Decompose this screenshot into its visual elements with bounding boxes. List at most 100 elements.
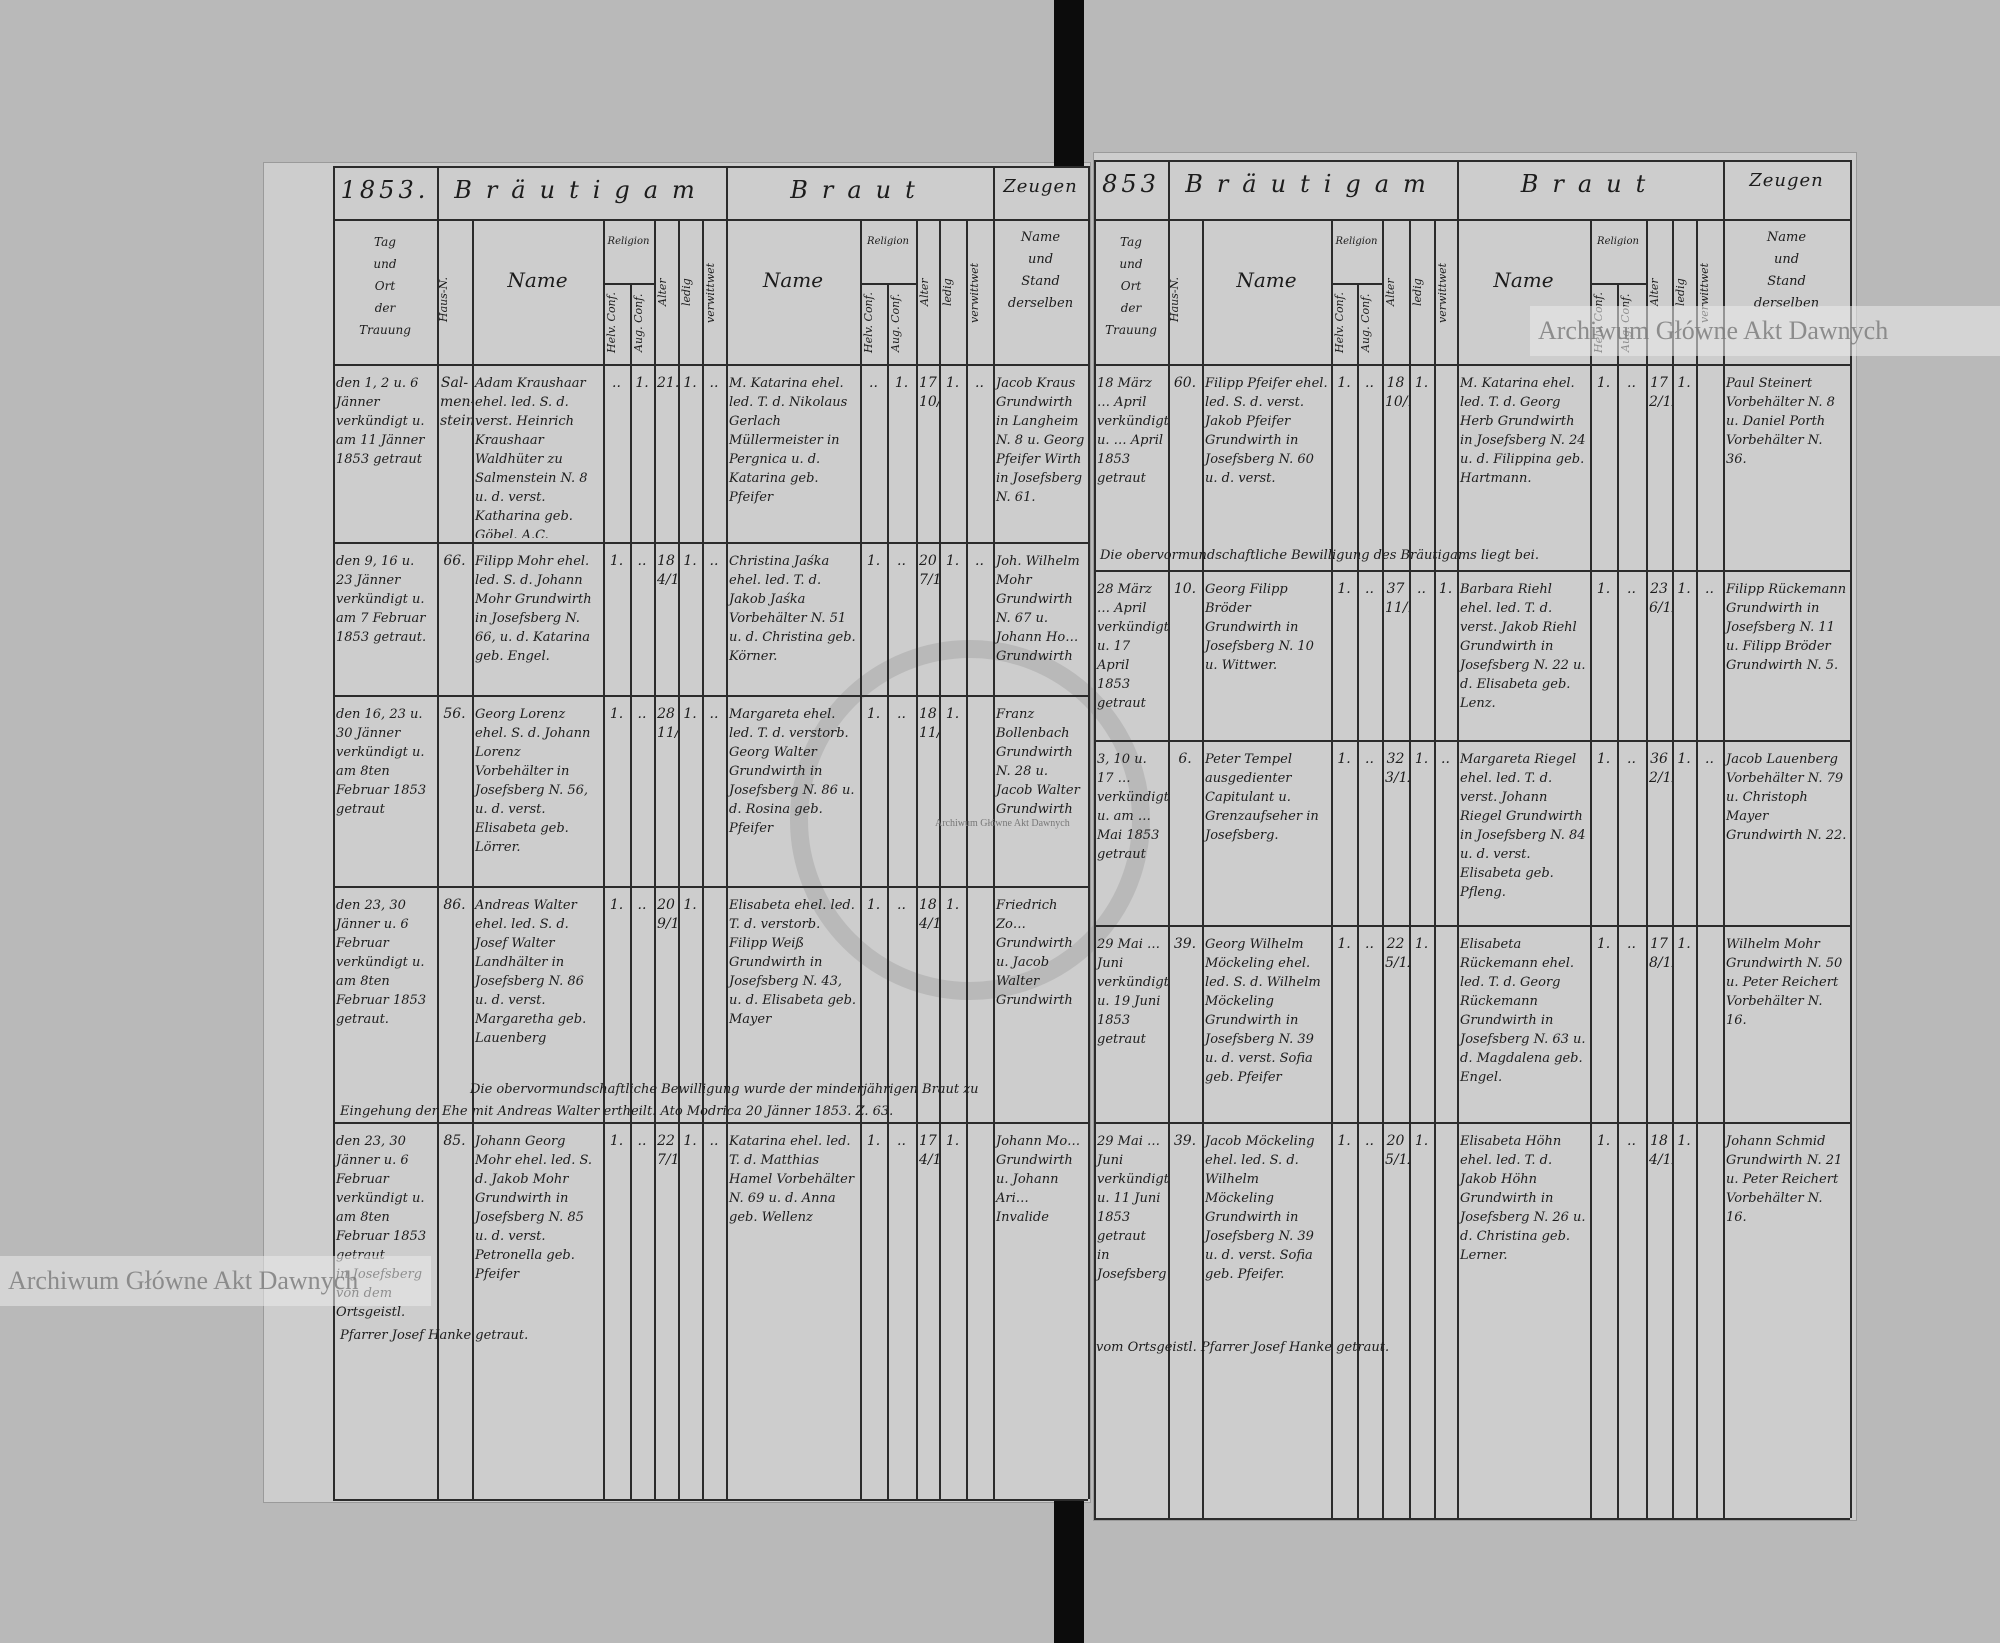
entry-witnesses: Johann Mo… Grundwirth u. Johann Ari… Inv… [996, 1134, 1081, 1225]
entry-date: 18 März … April verkündigt u. … April 18… [1097, 376, 1168, 486]
marginal-note: Pfarrer Josef Hanke getraut. [340, 1328, 529, 1343]
entry-house: 56. [443, 706, 466, 722]
entry-g-age: 28 11/12 [657, 706, 678, 741]
entry-g-augs: .. [1365, 936, 1374, 952]
entry-house: 39. [1173, 936, 1197, 952]
entry-b-augs: .. [1627, 1133, 1636, 1149]
entry-b-age: 18 4/12 [919, 897, 939, 932]
entry-g-augs: .. [1365, 375, 1374, 391]
entry-g-single: 1. [1414, 751, 1429, 767]
column-rule [1723, 160, 1725, 1518]
column-rule [1088, 166, 1090, 1499]
entry-b-augs: .. [1627, 375, 1636, 391]
entry-b-widowed [1696, 372, 1723, 566]
column-rule [1357, 283, 1359, 1518]
entry-g-name: Jacob Möckeling ehel. led. S. d. Wilhelm… [1205, 1134, 1315, 1282]
column-rule [1202, 219, 1204, 1518]
entry-g-name: Peter Tempel ausgedienter Capitulant u. … [1205, 752, 1319, 843]
marginal-note: Die obervormundschaftliche Bewilligung d… [1100, 548, 1539, 563]
entry-date: 29 Mai … Juni verkündigt u. 19 Juni 1853… [1097, 937, 1168, 1047]
entry-g-single: 1. [1414, 375, 1429, 391]
entry-house: 85. [443, 1133, 466, 1149]
entry-g-age: 22 7/12 [657, 1133, 678, 1168]
watermark-center: Archiwum Główne Akt Dawnych [935, 818, 1070, 829]
witnesses-heading: Zeugen [1003, 176, 1078, 197]
entry-house: Sal- men- stein [440, 375, 472, 429]
bride-heading: Braut [1520, 170, 1660, 198]
column-rule [726, 166, 728, 1499]
column-rule [1617, 283, 1619, 1518]
entry-g-augs: .. [637, 706, 647, 722]
entry-g-name: Georg Filipp Bröder Grundwirth in Josefs… [1205, 582, 1314, 673]
entry-date: den 16, 23 u. 30 Jänner verkündigt u. am… [336, 707, 427, 817]
column-rule [1331, 219, 1333, 1518]
table-rule [1094, 570, 1850, 572]
entry-b-name: Margareta ehel. led. T. d. verstorb. Geo… [729, 707, 855, 836]
witness-name-header: Name und Stand derselben [1007, 230, 1074, 311]
year-heading: 853 [1102, 170, 1160, 198]
age-header: Alter [656, 278, 669, 307]
entry-g-name: Andreas Walter ehel. led. S. d. Josef Wa… [475, 898, 587, 1046]
right-page [1094, 153, 1856, 1520]
column-rule [654, 219, 656, 1499]
entry-b-name: Elisabeta Rückemann ehel. led. T. d. Geo… [1460, 937, 1586, 1085]
table-rule [333, 695, 1088, 697]
marginal-note: vom Ortsgeistl. Pfarrer Josef Hanke getr… [1096, 1340, 1390, 1355]
column-rule [1457, 160, 1459, 1518]
entry-g-kath: 1. [1337, 1133, 1351, 1149]
entry-g-age: 22 5/12 [1385, 936, 1409, 971]
table-rule [333, 219, 1088, 221]
binding-bottom [1054, 1500, 1084, 1643]
entry-b-kath: 1. [1596, 751, 1611, 767]
entry-g-age: 37 11/12 [1385, 581, 1409, 616]
entry-b-augs: .. [1627, 751, 1636, 767]
entry-g-widowed: .. [709, 1133, 719, 1149]
entry-date: den 23, 30 Jänner u. 6 Februar verkündig… [336, 1134, 427, 1320]
entry-g-age: 20 5/12 [1385, 1133, 1409, 1168]
entry-g-name: Filipp Pfeifer ehel. led. S. d. verst. J… [1205, 376, 1328, 486]
entry-g-name: Adam Kraushaar ehel. led. S. d. verst. H… [475, 376, 588, 538]
watermark-left: Archiwum Główne Akt Dawnych [0, 1256, 431, 1306]
entry-b-kath: 1. [1596, 581, 1611, 597]
entry-b-single: 1. [1677, 751, 1691, 767]
entry-witnesses: Franz Bollenbach Grundwirth N. 28 u. Jac… [996, 707, 1080, 817]
entry-g-kath: 1. [609, 706, 624, 722]
entry-b-widowed: .. [975, 553, 984, 569]
column-rule [678, 219, 680, 1499]
entry-g-augs: .. [1365, 751, 1374, 767]
witnesses-heading: Zeugen [1749, 170, 1824, 191]
entry-b-kath: .. [869, 375, 878, 391]
column-rule [603, 219, 605, 1499]
groom-name-header: Name [507, 268, 568, 292]
column-rule [1168, 160, 1170, 1518]
entry-witnesses: Filipp Rückemann Grundwirth in Josefsber… [1726, 582, 1847, 673]
entry-g-age: 20 9/12 [657, 897, 678, 932]
column-rule [630, 283, 632, 1499]
entry-g-age: 18 10/12 [1385, 375, 1409, 410]
table-rule [333, 1499, 1088, 1501]
entry-witnesses: Joh. Wilhelm Mohr Grundwirth N. 67 u. Jo… [996, 554, 1080, 664]
entry-g-augs: .. [1365, 1133, 1374, 1149]
entry-witnesses: Friedrich Zo… Grundwirth u. Jacob Walter… [996, 898, 1073, 1008]
entry-date: den 23, 30 Jänner u. 6 Februar verkündig… [336, 898, 427, 1027]
entry-b-augs: .. [1627, 581, 1636, 597]
entry-g-kath: 1. [609, 1133, 624, 1149]
entry-b-age: 17 10/12 [919, 375, 939, 410]
entry-house: 39. [1173, 1133, 1197, 1149]
column-rule [1850, 160, 1852, 1518]
column-rule [887, 283, 889, 1499]
entry-b-augs: .. [1627, 936, 1636, 952]
groom-heading: Bräutigam [1185, 170, 1440, 198]
table-rule [333, 166, 1088, 168]
entry-date: 28 März … April verkündigt u. 17 April 1… [1097, 582, 1168, 711]
entry-g-widowed [1434, 372, 1457, 566]
entry-b-augs: 1. [894, 375, 909, 391]
entry-g-kath: .. [612, 375, 621, 391]
aug-conf-header: Aug. Conf. [1359, 293, 1372, 352]
entry-date: 3, 10 u. 17 … verkündigt u. am … Mai 185… [1097, 752, 1168, 862]
entry-g-single: 1. [1414, 936, 1429, 952]
single-header: ledig [941, 278, 954, 307]
table-rule [333, 886, 1088, 888]
entry-witnesses: Johann Schmid Grundwirth N. 21 u. Peter … [1726, 1134, 1843, 1225]
entry-b-age: 36 2/12 [1649, 751, 1672, 786]
